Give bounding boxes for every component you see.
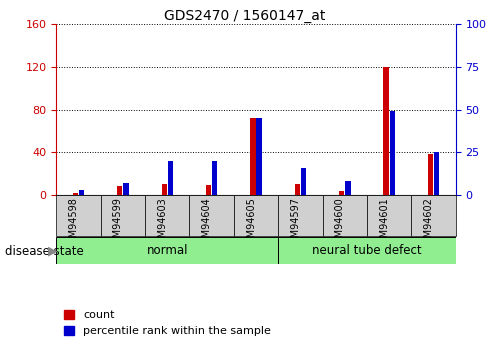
Bar: [322, 195, 367, 236]
Legend: count, percentile rank within the sample: count, percentile rank within the sample: [64, 309, 271, 336]
Text: ▶: ▶: [48, 245, 58, 258]
Text: GSM94605: GSM94605: [246, 197, 256, 250]
Bar: [212, 161, 218, 195]
Bar: [278, 237, 456, 264]
Bar: [383, 67, 389, 195]
Text: GSM94598: GSM94598: [69, 197, 78, 250]
Text: normal: normal: [147, 244, 188, 257]
Bar: [145, 195, 190, 236]
Bar: [411, 195, 456, 236]
Bar: [73, 193, 78, 195]
Bar: [250, 118, 256, 195]
Bar: [206, 185, 211, 195]
Bar: [367, 195, 411, 236]
Bar: [278, 195, 322, 236]
Bar: [294, 184, 300, 195]
Bar: [339, 191, 344, 195]
Bar: [162, 184, 167, 195]
Bar: [190, 195, 234, 236]
Bar: [168, 161, 173, 195]
Bar: [56, 237, 278, 264]
Bar: [345, 181, 350, 195]
Text: disease state: disease state: [5, 245, 84, 258]
Text: GSM94599: GSM94599: [113, 197, 123, 250]
Bar: [117, 186, 122, 195]
Text: GSM94597: GSM94597: [291, 197, 300, 250]
Bar: [101, 195, 145, 236]
Text: GDS2470 / 1560147_at: GDS2470 / 1560147_at: [164, 9, 326, 23]
Bar: [434, 152, 439, 195]
Bar: [234, 195, 278, 236]
Text: GSM94601: GSM94601: [379, 197, 389, 250]
Bar: [256, 118, 262, 195]
Text: GSM94604: GSM94604: [202, 197, 212, 250]
Text: GSM94602: GSM94602: [423, 197, 434, 250]
Bar: [56, 195, 101, 236]
Bar: [79, 190, 84, 195]
Bar: [301, 168, 306, 195]
Text: neural tube defect: neural tube defect: [312, 244, 422, 257]
Text: GSM94603: GSM94603: [157, 197, 167, 250]
Bar: [390, 111, 395, 195]
Bar: [428, 154, 433, 195]
Bar: [123, 183, 129, 195]
Text: GSM94600: GSM94600: [335, 197, 345, 250]
